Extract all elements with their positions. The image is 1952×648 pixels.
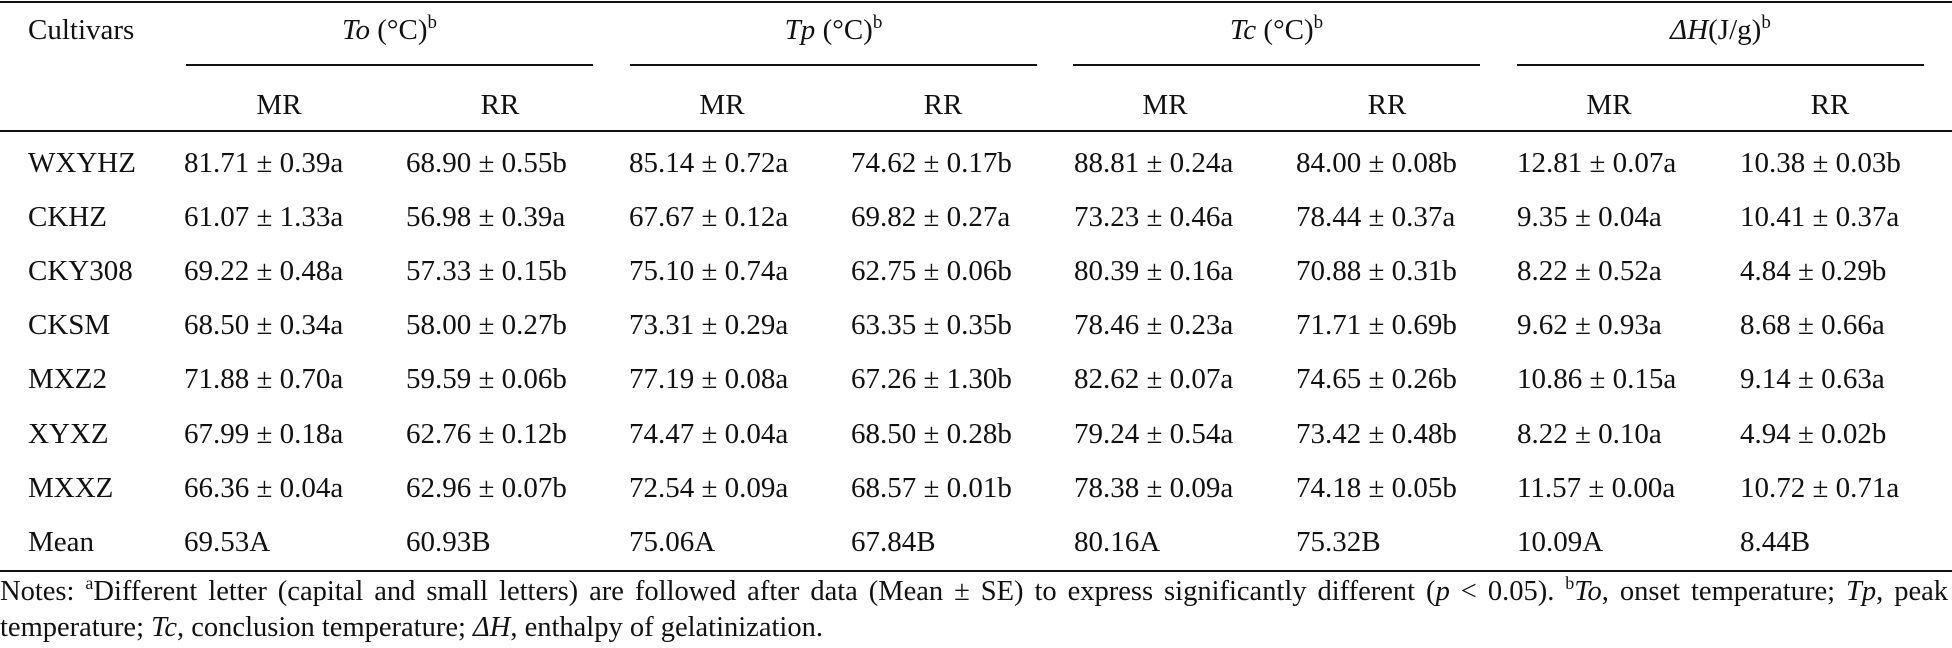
row-name: MXZ2 — [28, 363, 107, 395]
table-cell: 68.50 ± 0.28b — [851, 418, 1012, 450]
table-cell: 8.68 ± 0.66a — [1740, 309, 1885, 341]
table-cell: 69.22 ± 0.48a — [184, 255, 344, 287]
subheader: MR — [699, 89, 745, 121]
table-cell: 4.94 ± 0.02b — [1740, 418, 1887, 450]
table-cell: 67.67 ± 0.12a — [629, 201, 789, 233]
table-cell: 8.22 ± 0.52a — [1517, 255, 1662, 287]
table-cell: 78.44 ± 0.37a — [1296, 201, 1456, 233]
table-cell: 10.38 ± 0.03b — [1740, 147, 1901, 179]
table-cell: 11.57 ± 0.00a — [1517, 472, 1676, 504]
table-cell: 9.62 ± 0.93a — [1517, 309, 1662, 341]
table-cell: 80.39 ± 0.16a — [1074, 255, 1234, 287]
table-cell: 88.81 ± 0.24a — [1074, 147, 1234, 179]
table-cell: 75.32B — [1296, 526, 1381, 558]
table-cell: 73.23 ± 0.46a — [1074, 201, 1234, 233]
table-cell: 81.71 ± 0.39a — [184, 147, 344, 179]
row-name: CKHZ — [28, 201, 107, 233]
table-cell: 67.84B — [851, 526, 936, 558]
row-name: XYXZ — [28, 418, 109, 450]
table-cell: 58.00 ± 0.27b — [406, 309, 567, 341]
table-cell: 10.41 ± 0.37a — [1740, 201, 1900, 233]
group-header-to: To (°C)b — [342, 12, 437, 46]
group-header-dh: ΔH(J/g)b — [1670, 12, 1771, 46]
table-cell: 74.18 ± 0.05b — [1296, 472, 1457, 504]
row-name: CKSM — [28, 309, 111, 341]
table-cell: 62.76 ± 0.12b — [406, 418, 567, 450]
table-cell: 75.10 ± 0.74a — [629, 255, 789, 287]
table-cell: 69.82 ± 0.27a — [851, 201, 1011, 233]
table-cell: 61.07 ± 1.33a — [184, 201, 344, 233]
group-underline-to — [186, 64, 593, 66]
table-cell: 62.96 ± 0.07b — [406, 472, 567, 504]
subheader: MR — [256, 89, 302, 121]
table-cell: 80.16A — [1074, 526, 1161, 558]
table-cell: 72.54 ± 0.09a — [629, 472, 789, 504]
table-cell: 67.99 ± 0.18a — [184, 418, 344, 450]
table-cell: 4.84 ± 0.29b — [1740, 255, 1887, 287]
subheader: RR — [1810, 89, 1850, 121]
table-cell: 63.35 ± 0.35b — [851, 309, 1012, 341]
table-cell: 71.88 ± 0.70a — [184, 363, 344, 395]
subheader: RR — [480, 89, 520, 121]
table-cell: 68.57 ± 0.01b — [851, 472, 1012, 504]
table-cell: 67.26 ± 1.30b — [851, 363, 1012, 395]
table-cell: 68.50 ± 0.34a — [184, 309, 344, 341]
table-cell: 10.09A — [1517, 526, 1604, 558]
table-top-rule — [0, 1, 1952, 3]
table-cell: 75.06A — [629, 526, 716, 558]
first-column-header: Cultivars — [28, 14, 135, 46]
row-name: CKY308 — [28, 255, 133, 287]
subheader: RR — [923, 89, 963, 121]
table-cell: 62.75 ± 0.06b — [851, 255, 1012, 287]
table-cell: 74.62 ± 0.17b — [851, 147, 1012, 179]
table-cell: 8.22 ± 0.10a — [1517, 418, 1662, 450]
table-cell: 73.31 ± 0.29a — [629, 309, 789, 341]
table-cell: 77.19 ± 0.08a — [629, 363, 789, 395]
group-underline-tp — [630, 64, 1037, 66]
table-cell: 78.46 ± 0.23a — [1074, 309, 1234, 341]
table-cell: 60.93B — [406, 526, 491, 558]
table-cell: 82.62 ± 0.07a — [1074, 363, 1234, 395]
row-name: MXXZ — [28, 472, 114, 504]
table-cell: 69.53A — [184, 526, 271, 558]
row-name: WXYHZ — [28, 147, 136, 179]
subheader: RR — [1367, 89, 1407, 121]
table-cell: 85.14 ± 0.72a — [629, 147, 789, 179]
table-notes: Notes: aDifferent letter (capital and sm… — [0, 573, 1948, 643]
table-cell: 70.88 ± 0.31b — [1296, 255, 1457, 287]
table-cell: 78.38 ± 0.09a — [1074, 472, 1234, 504]
table-cell: 56.98 ± 0.39a — [406, 201, 566, 233]
table-cell: 73.42 ± 0.48b — [1296, 418, 1457, 450]
group-underline-dh — [1517, 64, 1924, 66]
table-bottom-rule — [0, 570, 1952, 572]
row-name: Mean — [28, 526, 95, 558]
table-cell: 74.47 ± 0.04a — [629, 418, 789, 450]
table-cell: 71.71 ± 0.69b — [1296, 309, 1457, 341]
table-cell: 9.14 ± 0.63a — [1740, 363, 1885, 395]
table-cell: 9.35 ± 0.04a — [1517, 201, 1662, 233]
table-cell: 59.59 ± 0.06b — [406, 363, 567, 395]
group-header-tp: Tp (°C)b — [784, 12, 883, 46]
group-underline-tc — [1073, 64, 1480, 66]
table-cell: 74.65 ± 0.26b — [1296, 363, 1457, 395]
table-cell: 12.81 ± 0.07a — [1517, 147, 1677, 179]
table-cell: 10.72 ± 0.71a — [1740, 472, 1900, 504]
table-cell: 68.90 ± 0.55b — [406, 147, 567, 179]
group-header-tc: Tc (°C)b — [1229, 12, 1324, 46]
table-cell: 79.24 ± 0.54a — [1074, 418, 1234, 450]
table-cell: 84.00 ± 0.08b — [1296, 147, 1457, 179]
table-cell: 8.44B — [1740, 526, 1811, 558]
subheader: MR — [1142, 89, 1188, 121]
table-cell: 10.86 ± 0.15a — [1517, 363, 1677, 395]
table-header-rule — [0, 130, 1952, 132]
table-cell: 57.33 ± 0.15b — [406, 255, 567, 287]
table-cell: 66.36 ± 0.04a — [184, 472, 344, 504]
subheader: MR — [1586, 89, 1632, 121]
